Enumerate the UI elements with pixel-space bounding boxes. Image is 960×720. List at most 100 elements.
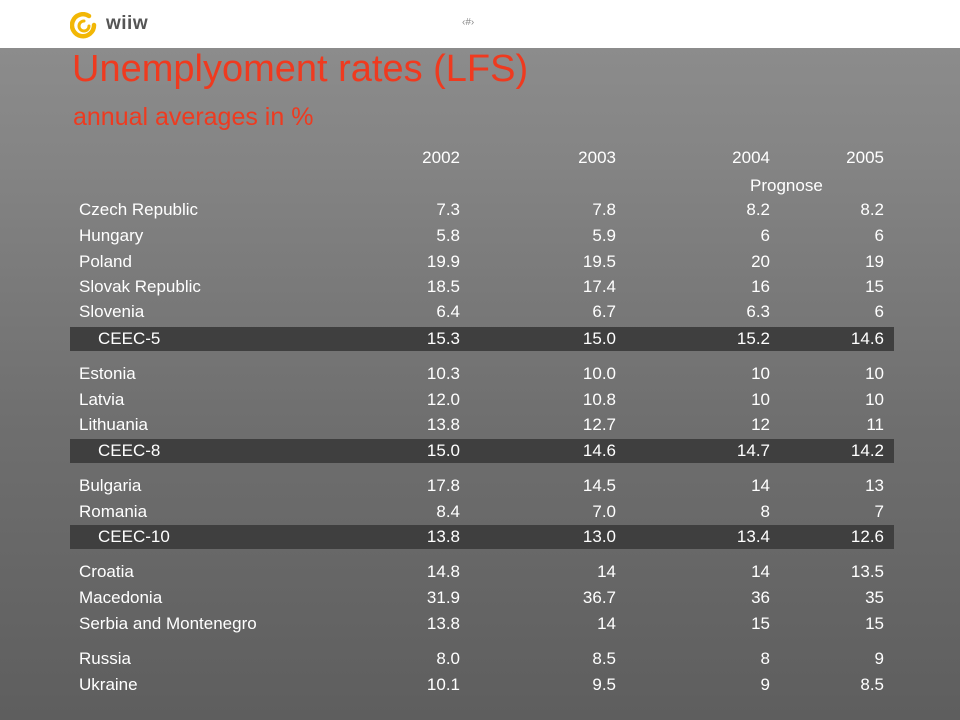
cell-2002: 10.1	[426, 675, 460, 694]
row-label: Slovak Republic	[79, 277, 201, 296]
table-row: Poland 19.9 19.5 20 19	[70, 250, 894, 274]
row-label: Latvia	[79, 390, 125, 409]
cell-2005: 19	[865, 252, 884, 271]
cell-2003: 5.9	[592, 226, 616, 245]
cell-2005: 7	[874, 502, 884, 521]
cell-2002: 13.8	[426, 415, 460, 434]
wiiw-logo-icon	[70, 12, 97, 39]
table-row: Czech Republic 7.3 7.8 8.2 8.2	[70, 198, 894, 222]
row-label: Russia	[79, 649, 131, 668]
cell-2005: 6	[874, 302, 884, 321]
cell-2002: 5.8	[436, 226, 460, 245]
page-subtitle: annual averages in %	[73, 103, 314, 131]
cell-2005: 15	[865, 277, 884, 296]
cell-2002: 13.8	[426, 614, 460, 633]
cell-2004: 15.2	[736, 329, 770, 348]
cell-2004: 8	[760, 649, 770, 668]
row-label: Bulgaria	[79, 476, 142, 495]
cell-2002: 18.5	[426, 277, 460, 296]
cell-2004: 8	[760, 502, 770, 521]
cell-2003: 14	[597, 614, 616, 633]
cell-2005: 6	[874, 226, 884, 245]
table-row: Serbia and Montenegro 13.8 14 15 15	[70, 612, 894, 636]
cell-2002: 8.0	[436, 649, 460, 668]
cell-2002: 19.9	[426, 252, 460, 271]
cell-2004: 16	[751, 277, 770, 296]
cell-2003: 14	[597, 562, 616, 581]
cell-2005: 11	[866, 415, 884, 434]
cell-2002: 7.3	[436, 200, 460, 219]
table-row: Latvia 12.0 10.8 10 10	[70, 388, 894, 412]
cell-2003: 7.8	[592, 200, 616, 219]
slide-number: ‹#›	[462, 17, 475, 28]
row-label: CEEC-5	[98, 329, 161, 348]
column-header: 2005	[846, 148, 884, 167]
cell-2005: 10	[865, 364, 884, 383]
cell-2003: 13.0	[582, 527, 616, 546]
row-label: CEEC-8	[98, 441, 161, 460]
cell-2004: 9	[760, 675, 770, 694]
column-header: 2004	[732, 148, 770, 167]
cell-2003: 14.5	[582, 476, 616, 495]
cell-2004: 10	[751, 364, 770, 383]
column-header: 2002	[422, 148, 460, 167]
cell-2002: 31.9	[426, 588, 460, 607]
table-row: Bulgaria 17.8 14.5 14 13	[70, 474, 894, 498]
cell-2003: 19.5	[582, 252, 616, 271]
cell-2003: 7.0	[592, 502, 616, 521]
row-label: Romania	[79, 502, 148, 521]
cell-2003: 14.6	[582, 441, 616, 460]
cell-2004: 13.4	[736, 527, 770, 546]
cell-2004: 14	[751, 476, 770, 495]
cell-2003: 10.8	[582, 390, 616, 409]
cell-2005: 10	[865, 390, 884, 409]
cell-2003: 15.0	[582, 329, 616, 348]
cell-2003: 17.4	[582, 277, 616, 296]
row-label: Macedonia	[79, 588, 163, 607]
row-label: Estonia	[79, 364, 136, 383]
table-row: Hungary 5.8 5.9 6 6	[70, 224, 894, 248]
cell-2005: 9	[874, 649, 884, 668]
table-header-row: 2002 2003 2004 2005	[70, 146, 894, 170]
page-title: Unemplyoment rates (LFS)	[72, 48, 529, 90]
cell-2002: 12.0	[426, 390, 460, 409]
cell-2005: 14.6	[850, 329, 884, 348]
subtotal-row: CEEC-8 15.0 14.6 14.7 14.2	[70, 439, 894, 463]
cell-2005: 12.6	[850, 527, 884, 546]
row-label: Serbia and Montenegro	[79, 614, 257, 633]
cell-2003: 12.7	[582, 415, 616, 434]
table-row: Macedonia 31.9 36.7 36 35	[70, 586, 894, 610]
logo-text: wiiw	[106, 13, 149, 34]
cell-2003: 10.0	[582, 364, 616, 383]
cell-2005: 13	[865, 476, 884, 495]
cell-2004: 14	[751, 562, 770, 581]
cell-2004: 14.7	[736, 441, 770, 460]
cell-2005: 13.5	[850, 562, 884, 581]
cell-2004: 8.2	[746, 200, 770, 219]
cell-2004: 20	[751, 252, 770, 271]
table-row: Slovak Republic 18.5 17.4 16 15	[70, 275, 894, 299]
row-label: Czech Republic	[79, 200, 199, 219]
cell-2002: 8.4	[436, 502, 460, 521]
table-row: Lithuania 13.8 12.7 12 11	[70, 413, 894, 437]
cell-2005: 35	[865, 588, 884, 607]
row-label: CEEC-10	[98, 527, 170, 546]
column-header: 2003	[578, 148, 616, 167]
row-label: Slovenia	[79, 302, 145, 321]
cell-2002: 13.8	[426, 527, 460, 546]
cell-2004: 15	[751, 614, 770, 633]
cell-2003: 8.5	[592, 649, 616, 668]
cell-2005: 8.2	[860, 200, 884, 219]
cell-2004: 6	[760, 226, 770, 245]
row-label: Poland	[79, 252, 132, 271]
cell-2002: 17.8	[426, 476, 460, 495]
cell-2005: 14.2	[850, 441, 884, 460]
table-row: Slovenia 6.4 6.7 6.3 6	[70, 300, 894, 324]
cell-2002: 15.3	[426, 329, 460, 348]
subtotal-row: CEEC-10 13.8 13.0 13.4 12.6	[70, 525, 894, 549]
header-bar: wiiw ‹#›	[0, 0, 960, 48]
cell-2004: 36	[751, 588, 770, 607]
row-label: Croatia	[79, 562, 134, 581]
table-row: Romania 8.4 7.0 8 7	[70, 500, 894, 524]
cell-2003: 6.7	[592, 302, 616, 321]
